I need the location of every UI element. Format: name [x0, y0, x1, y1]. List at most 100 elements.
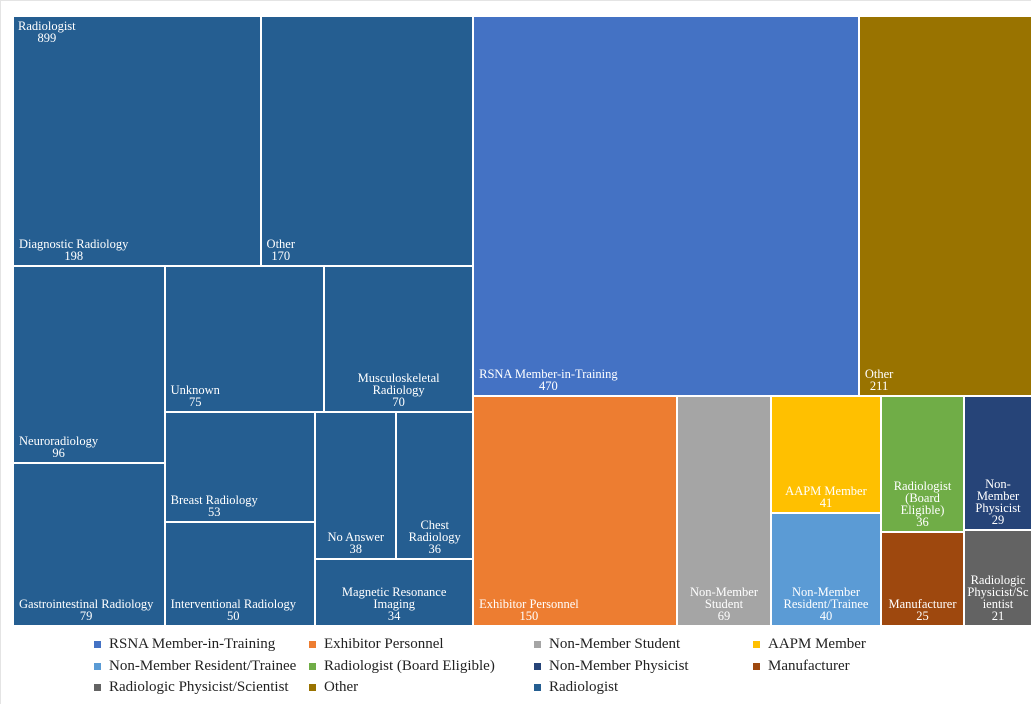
tile-label: Neuroradiology 96	[19, 434, 99, 461]
tile: Non-Member Student 69	[677, 396, 771, 626]
tile-name: RSNA Member-in-Training	[479, 367, 618, 382]
legend-swatch	[753, 641, 760, 648]
tile: Radiologic Physicist/Scientist 21	[964, 529, 1031, 626]
legend-swatch	[534, 641, 541, 648]
legend-label: Manufacturer	[768, 657, 850, 674]
legend-swatch	[309, 684, 316, 691]
legend-item: RSNA Member-in-Training	[94, 636, 275, 653]
tile: Other 211	[858, 16, 1031, 397]
tile: Breast Radiology 53	[164, 412, 316, 523]
legend-item: Non-Member Student	[534, 636, 680, 653]
legend-item: AAPM Member	[753, 636, 866, 653]
tile: Exhibitor Personnel 150	[473, 396, 678, 626]
legend-label: RSNA Member-in-Training	[109, 636, 276, 652]
tile: Non-Member Resident/Trainee 40	[770, 512, 882, 626]
tile-name: Breast Radiology	[170, 493, 258, 508]
tile-name: Interventional Radiology	[170, 596, 296, 611]
tile-name: Neuroradiology	[19, 434, 99, 449]
legend-swatch	[534, 662, 541, 670]
tile: Manufacturer 25	[881, 531, 964, 626]
tile-value: 21	[991, 608, 1005, 623]
legend-label: Non-Member Student	[549, 636, 681, 652]
tile-value: 40	[819, 608, 833, 623]
tile-label: Non-Member Resident/Trainee 40	[774, 584, 878, 623]
tile-name: Exhibitor Personnel	[479, 596, 579, 611]
tile: Musculoskeletal Radiology 70	[324, 265, 474, 413]
tile-name: No Answer	[327, 529, 385, 544]
tile-name: Non-Member Student	[689, 584, 758, 611]
legend-label: Non-Member Physicist	[549, 657, 689, 674]
tile-label: Non-Member Student 69	[680, 584, 768, 623]
legend-item: Non-Member Physicist	[534, 658, 689, 675]
legend-item: Radiologist (Board Eligible)	[309, 658, 495, 675]
legend-swatch	[753, 662, 760, 670]
tile-name: Unknown	[170, 383, 220, 398]
tile: Magnetic Resonance Imaging 34	[315, 558, 474, 626]
tile-value: 70	[392, 395, 405, 410]
tile-label: Other 170	[267, 237, 295, 262]
tile-value: 79	[79, 608, 93, 623]
tile-label: Radiologist (Board Eligible) 36	[884, 478, 961, 529]
legend-swatch	[94, 684, 101, 691]
tile: No Answer 38	[315, 412, 397, 559]
tile-value: 75	[189, 395, 202, 410]
tile-label: Diagnostic Radiology 198	[19, 236, 129, 263]
tile: Neuroradiology 96	[13, 265, 165, 464]
tile-label: Manufacturer 25	[889, 598, 957, 623]
legend-item: Exhibitor Personnel	[309, 636, 444, 653]
tile-value: 29	[991, 512, 1005, 527]
tile-label: Unknown 75	[170, 383, 220, 410]
legend-swatch	[309, 662, 316, 670]
tile: Interventional Radiology 50	[164, 522, 316, 626]
tile-name: Musculoskeletal Radiology	[357, 371, 440, 398]
tile-name: Radiologist (Board Eligible)	[893, 478, 952, 517]
tile-value: 211	[869, 379, 889, 394]
tile-value: 470	[539, 379, 558, 394]
tile-value: 96	[52, 446, 65, 461]
tile-label: RSNA Member-in-Training 470	[479, 367, 618, 394]
legend-item: Other	[309, 679, 358, 696]
tile-label: Chest Radiology 36	[399, 517, 470, 556]
legend-label: Non-Member Resident/Trainee	[109, 657, 297, 674]
tile-label: Radiologic Physicist/Scientist 21	[967, 574, 1029, 623]
tile-name: Non-Member Resident/Trainee	[783, 584, 869, 611]
legend-swatch	[94, 662, 101, 670]
tile: Other 170	[260, 16, 474, 266]
legend-item: Radiologic Physicist/Scientist	[94, 679, 289, 696]
legend-swatch	[309, 641, 316, 648]
tile: Gastrointestinal Radiology 79	[13, 463, 165, 626]
legend-item: Non-Member Resident/Trainee	[94, 658, 296, 675]
legend-label: Exhibitor Personnel	[324, 636, 444, 652]
tile: RSNA Member-in-Training 470	[473, 16, 859, 397]
legend-label: Radiologist (Board Eligible)	[324, 657, 495, 674]
tile-value: 53	[207, 505, 221, 520]
tile-name: Non-Member Physicist	[975, 476, 1021, 515]
legend-swatch	[534, 684, 541, 691]
tile-label: No Answer 38	[327, 529, 385, 556]
tile-name: Diagnostic Radiology	[19, 236, 129, 251]
tile-value: 198	[64, 248, 84, 263]
legend-swatch	[94, 641, 101, 648]
tile-label: Non-Member Physicist 29	[967, 476, 1029, 527]
tile-name: Other	[864, 367, 894, 382]
tile-label: Other 211	[864, 367, 894, 394]
tile-label: Exhibitor Personnel 150	[479, 596, 579, 623]
legend-label: Radiologic Physicist/Scientist	[109, 679, 289, 695]
legend-label: Other	[324, 679, 359, 695]
tile-label: AAPM Member 41	[785, 484, 867, 509]
legend-label: Radiologist	[549, 679, 619, 695]
tile: AAPM Member 41	[770, 396, 882, 513]
tile-name: Gastrointestinal Radiology	[19, 596, 154, 611]
tile-value: 150	[519, 608, 539, 623]
tile: Unknown 75	[164, 265, 325, 413]
tile-value: 69	[717, 608, 731, 623]
tile-value: 34	[387, 608, 401, 623]
tile-name: Chest Radiology	[408, 517, 461, 544]
tile-label: Gastrointestinal Radiology 79	[19, 596, 154, 623]
legend-item: Radiologist	[534, 679, 618, 696]
group-name: Radiologist	[18, 19, 76, 33]
tile: Chest Radiology 36	[396, 412, 474, 559]
tile-label: Breast Radiology 53	[170, 493, 258, 520]
tile-name: Magnetic Resonance Imaging	[341, 584, 447, 611]
